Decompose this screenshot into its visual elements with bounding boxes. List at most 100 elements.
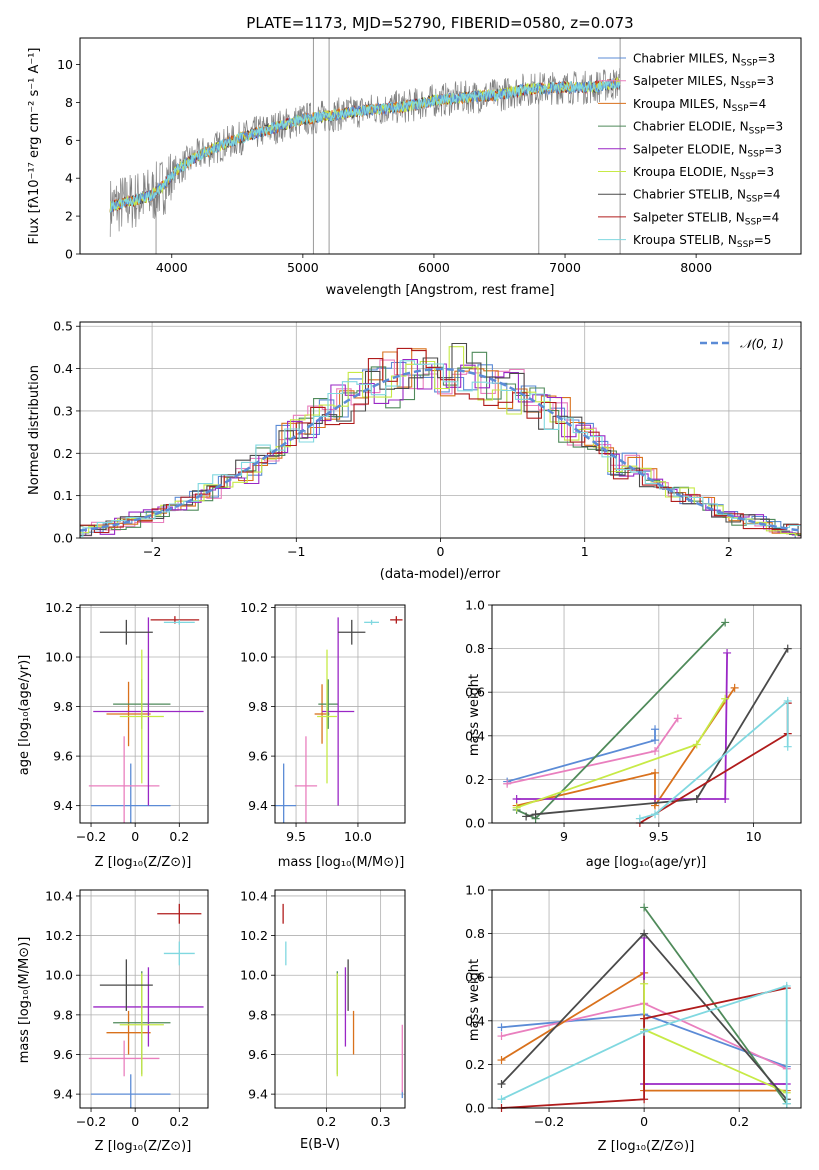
model-spectrum-line bbox=[109, 78, 621, 213]
weight-point-marker bbox=[503, 779, 512, 788]
x-tick-label: 5000 bbox=[287, 260, 319, 275]
y-tick-label: 0.8 bbox=[465, 926, 485, 941]
y-tick-label: 1.0 bbox=[465, 883, 485, 898]
weight-point-marker bbox=[730, 683, 739, 692]
errorbar-points bbox=[88, 616, 204, 823]
weight-point-marker bbox=[782, 1099, 791, 1108]
residual-xlabel: (data-model)/error bbox=[380, 567, 501, 582]
model-spectrum-line bbox=[109, 80, 621, 213]
wZ-xlabel: Z [log₁₀(Z/Z⊙)] bbox=[598, 1139, 695, 1154]
y-tick-label: 1.0 bbox=[465, 598, 485, 613]
weight-point-marker bbox=[673, 714, 682, 723]
weight-point-marker bbox=[651, 768, 660, 777]
legend-label-suffix: =3 bbox=[756, 165, 774, 179]
legend-label-main: Salpeter ELODIE, N bbox=[633, 142, 747, 156]
weight-point-marker bbox=[783, 742, 792, 751]
axes-frame bbox=[79, 889, 209, 1109]
y-tick-label: 10.2 bbox=[45, 928, 73, 943]
x-tick-label: −0.2 bbox=[534, 1114, 564, 1129]
legend-label: Chabrier STELIB, NSSP=4 bbox=[633, 188, 781, 205]
x-tick-label: 0.2 bbox=[729, 1114, 749, 1129]
y-tick-label: 10.0 bbox=[45, 650, 73, 665]
weight-point-marker bbox=[651, 736, 660, 745]
histogram-step-line bbox=[80, 347, 801, 537]
x-tick-label: 4000 bbox=[156, 260, 188, 275]
y-tick-label: 0.6 bbox=[465, 685, 485, 700]
legend-label-suffix: =3 bbox=[758, 52, 776, 66]
y-tick-label: 9.8 bbox=[248, 699, 268, 714]
x-tick-label: 0 bbox=[640, 1114, 648, 1129]
errorbar-points bbox=[88, 903, 204, 1108]
spectrum-ylabel: Flux [fλ10⁻¹⁷ erg cm⁻² s⁻¹ A⁻¹] bbox=[27, 48, 42, 245]
weight-series-line bbox=[501, 984, 788, 1104]
y-tick-label: 10.2 bbox=[240, 928, 268, 943]
weight-point-marker bbox=[640, 929, 649, 938]
weight-lines bbox=[503, 618, 792, 827]
axes-frame bbox=[274, 604, 406, 824]
legend-label-suffix: =4 bbox=[763, 188, 781, 202]
legend-label: Kroupa MILES, NSSP=4 bbox=[633, 97, 766, 114]
weight-point-marker bbox=[651, 795, 660, 804]
legend-label-suffix: =3 bbox=[756, 74, 774, 88]
weight-point-marker bbox=[651, 747, 660, 756]
axes-frame bbox=[491, 889, 802, 1109]
x-tick-label: −2 bbox=[143, 544, 161, 559]
x-tick-label: 0.2 bbox=[317, 1114, 337, 1129]
weight-point-marker bbox=[640, 979, 649, 988]
weight-lines bbox=[497, 903, 791, 1112]
wAge-xlabel: age [log₁₀(age/yr)] bbox=[586, 855, 707, 870]
weight-point-marker bbox=[640, 1027, 649, 1036]
legend-label-sub: SSP bbox=[732, 104, 749, 114]
weight-point-marker bbox=[531, 810, 540, 819]
legend-label: Kroupa STELIB, NSSP=5 bbox=[633, 233, 771, 250]
histogram-step-line bbox=[80, 360, 801, 537]
mass-vs-metallicity-panel: −0.2 0 0.2 9.4 9.6 9.8 10.0 10.2 10.4 bbox=[45, 888, 209, 1129]
weight-series-line bbox=[643, 983, 788, 1094]
y-tick-label: 0.0 bbox=[465, 1101, 485, 1116]
weight-point-marker bbox=[522, 812, 531, 821]
spectrum-title: PLATE=1173, MJD=52790, FIBERID=0580, z=0… bbox=[246, 14, 633, 32]
axes-group: −0.2 0 0.2 9.4 9.6 9.8 10.0 10.2 10.4 bbox=[45, 888, 208, 1129]
y-tick-label: 0.3 bbox=[53, 403, 73, 418]
x-tick-label: 0 bbox=[437, 544, 445, 559]
age-vs-mass-panel: 9.5 10.0 9.4 9.6 9.8 10.0 10.2 bbox=[240, 600, 406, 844]
legend-label-suffix: =5 bbox=[754, 233, 772, 247]
weight-point-marker bbox=[640, 1014, 649, 1023]
legend-label-main: Chabrier ELODIE, N bbox=[633, 120, 749, 134]
y-tick-label: 10.2 bbox=[45, 600, 73, 615]
normal-curve-line bbox=[80, 367, 801, 532]
histograms bbox=[80, 342, 801, 538]
weight-point-marker bbox=[497, 1056, 506, 1065]
weight-point-marker bbox=[783, 644, 792, 653]
y-tick-label: 9.8 bbox=[248, 1007, 268, 1022]
legend-label-main: Kroupa ELODIE, N bbox=[633, 165, 740, 179]
mass-vs-extinction-panel: 0.2 0.3 9.4 9.6 9.8 10.0 10.2 10.4 bbox=[240, 888, 406, 1129]
y-tick-label: 9.8 bbox=[53, 1007, 73, 1022]
ageZ-xlabel: Z [log₁₀(Z/Z⊙)] bbox=[95, 855, 192, 870]
model-spectrum-line bbox=[109, 77, 621, 213]
legend-label: Salpeter MILES, NSSP=3 bbox=[633, 74, 774, 91]
weight-point-marker bbox=[640, 1095, 649, 1104]
y-tick-label: 0 bbox=[65, 247, 73, 262]
axes-group: −2 −1 0 1 2 0.0 0.1 0.2 0.3 0.4 0.5 bbox=[53, 319, 801, 559]
wZ-ylabel: mass weight bbox=[467, 959, 482, 1041]
x-tick-label: −0.2 bbox=[76, 1114, 106, 1129]
spectrum-lines bbox=[109, 38, 621, 254]
y-tick-label: 10.4 bbox=[240, 888, 268, 903]
x-tick-label: 9.5 bbox=[286, 829, 306, 844]
y-tick-label: 4 bbox=[65, 171, 73, 186]
residual-legend-label: 𝒩(0, 1) bbox=[740, 337, 784, 351]
weight-point-marker bbox=[635, 814, 644, 823]
x-tick-label: 6000 bbox=[418, 260, 450, 275]
spectrum-plot-area: 4000 5000 6000 7000 8000 0 2 4 6 8 10 bbox=[57, 37, 802, 275]
legend-label: Chabrier MILES, NSSP=3 bbox=[633, 52, 775, 69]
x-tick-label: 0.3 bbox=[371, 1114, 391, 1129]
axes-group: 9.5 10.0 9.4 9.6 9.8 10.0 10.2 bbox=[240, 600, 405, 844]
legend-label-sub: SSP bbox=[749, 127, 766, 137]
y-tick-label: 0.2 bbox=[465, 772, 485, 787]
axes-group: 4000 5000 6000 7000 8000 0 2 4 6 8 10 bbox=[57, 57, 712, 275]
y-tick-label: 0.1 bbox=[53, 488, 73, 503]
weight-point-marker bbox=[512, 803, 521, 812]
y-tick-label: 10.0 bbox=[240, 650, 268, 665]
